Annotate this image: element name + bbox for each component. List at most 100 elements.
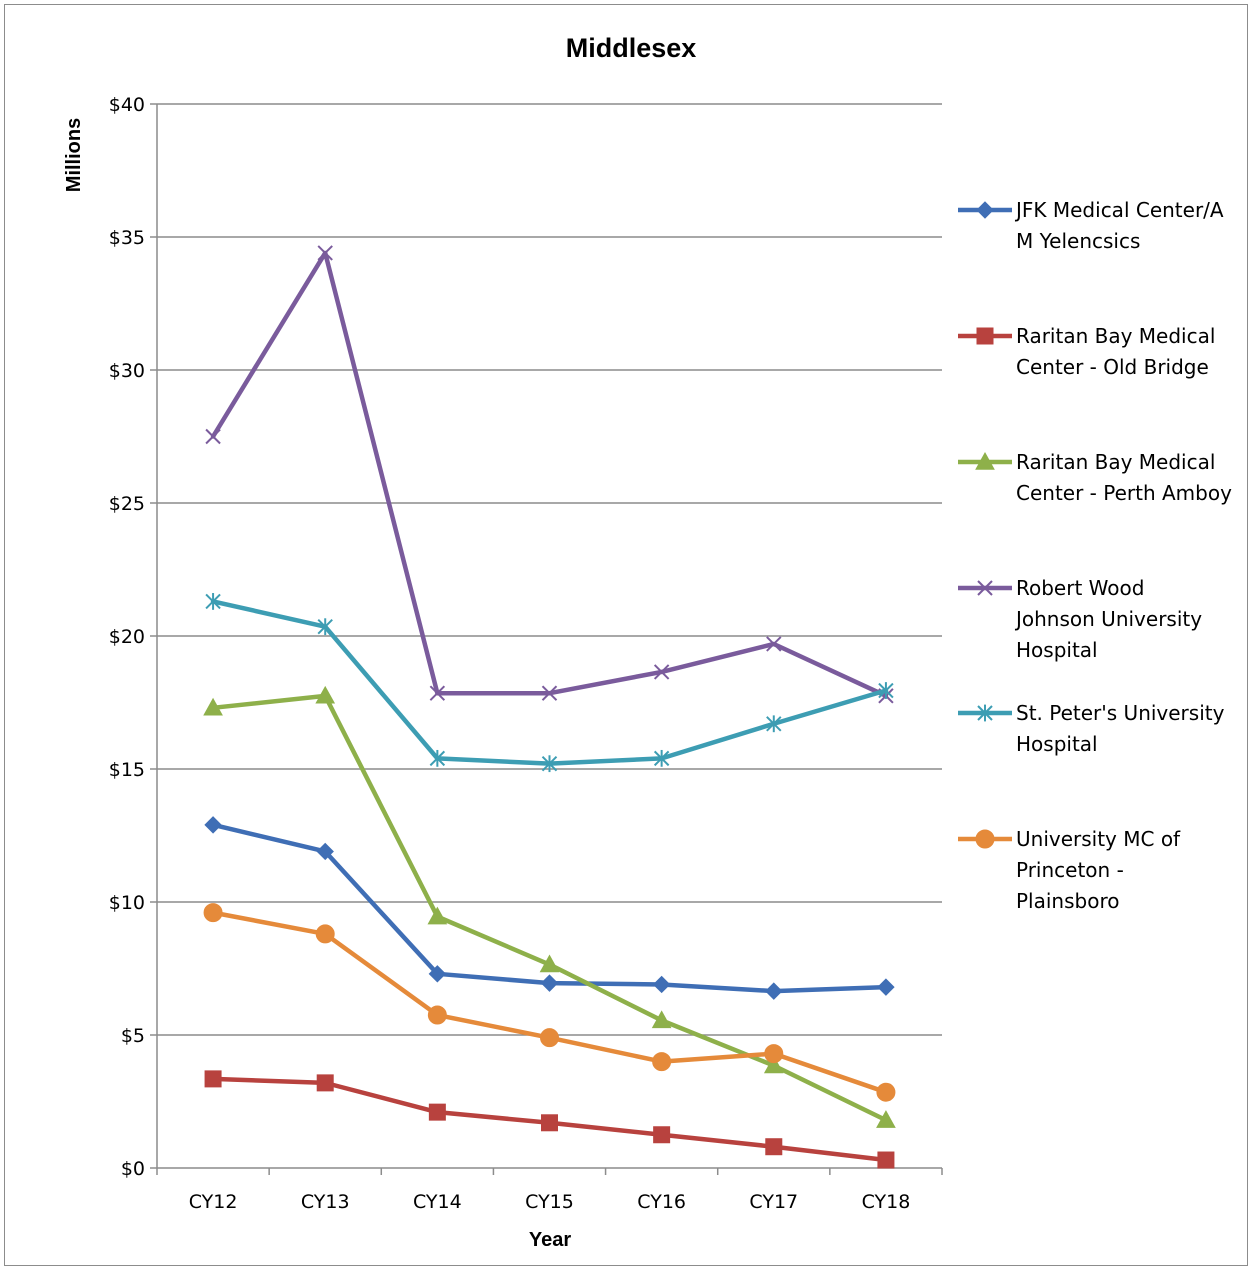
- square-marker: [877, 1151, 895, 1169]
- series-2: [203, 685, 896, 1128]
- legend-label: JFK Medical Center/A: [1014, 198, 1224, 222]
- star-marker: [541, 755, 558, 773]
- legend-label: St. Peter's University: [1016, 701, 1225, 725]
- diamond-marker: [652, 975, 671, 994]
- star-marker: [977, 704, 993, 722]
- y-tick-label: $20: [109, 626, 145, 648]
- x-tick-label: CY18: [862, 1191, 911, 1213]
- legend-label: Raritan Bay Medical: [1016, 450, 1215, 474]
- x-tick-label: CY13: [301, 1191, 350, 1213]
- x-tick-label: CY14: [413, 1191, 462, 1213]
- diamond-marker: [428, 965, 447, 983]
- triangle-marker: [651, 1010, 672, 1029]
- y-tick-label: $30: [109, 360, 145, 382]
- legend-label: Hospital: [1016, 638, 1098, 662]
- triangle-marker: [876, 1110, 896, 1128]
- diamond-marker: [204, 816, 222, 834]
- legend-label: M Yelencsics: [1016, 229, 1140, 253]
- x-tick-label: CY16: [637, 1191, 686, 1213]
- triangle-marker: [539, 954, 560, 973]
- circle-marker: [203, 903, 223, 923]
- series-0: [204, 816, 895, 1000]
- diamond-marker: [976, 201, 994, 219]
- series-3: [205, 245, 894, 704]
- triangle-marker: [315, 685, 336, 704]
- square-marker: [765, 1138, 783, 1156]
- y-tick-label: $5: [121, 1025, 145, 1047]
- circle-marker: [540, 1028, 559, 1048]
- series-4: [205, 593, 894, 773]
- x-marker: [766, 636, 782, 652]
- legend-label: Plainsboro: [1016, 889, 1119, 913]
- series-line: [210, 599, 889, 766]
- x-marker: [317, 245, 333, 261]
- series-line: [210, 910, 889, 1095]
- triangle-marker: [427, 906, 448, 925]
- triangle-marker: [763, 1055, 784, 1074]
- diamond-marker: [540, 974, 559, 992]
- series-1: [204, 1070, 895, 1169]
- y-tick-label: $35: [109, 227, 145, 249]
- legend-entry: University MC of Princeton - Plainsboro: [958, 827, 1181, 913]
- x-tick-label: CY12: [189, 1191, 238, 1213]
- legend-label: Center - Perth Amboy: [1016, 481, 1232, 505]
- y-tick-label: $15: [109, 759, 145, 781]
- square-marker: [541, 1114, 558, 1132]
- triangle-marker: [975, 451, 995, 470]
- x-tick-label: CY17: [749, 1191, 798, 1213]
- y-tick-label: $40: [109, 94, 145, 116]
- axes: [150, 103, 943, 1175]
- star-marker: [653, 749, 670, 767]
- x-marker: [205, 428, 221, 445]
- circle-marker: [315, 924, 335, 944]
- legend-entry: JFK Medical Center/A M Yelencsics: [958, 198, 1224, 253]
- legend-label: Johnson University: [1014, 607, 1202, 631]
- square-marker: [653, 1126, 671, 1144]
- legend-label: Robert Wood: [1016, 576, 1144, 600]
- legend-entry: Raritan Bay Medical Center - Perth Amboy: [958, 450, 1232, 505]
- gridlines: [157, 103, 942, 1036]
- legend-label: Hospital: [1016, 732, 1098, 756]
- triangle-marker: [203, 697, 223, 716]
- x-marker: [977, 580, 993, 596]
- diamond-marker: [765, 982, 783, 1000]
- circle-marker: [975, 829, 995, 849]
- circle-marker: [427, 1005, 447, 1025]
- legend-label: Princeton -: [1016, 858, 1124, 882]
- square-marker: [204, 1070, 222, 1088]
- x-marker: [429, 685, 446, 701]
- square-marker: [976, 327, 994, 345]
- series-group: [203, 245, 896, 1169]
- x-tick-labels: CY12 CY13 CY14 CY15 CY16 CY17 CY18: [189, 1191, 911, 1213]
- star-marker: [317, 618, 333, 636]
- square-marker: [428, 1103, 446, 1121]
- series-5: [203, 903, 896, 1102]
- circle-marker: [764, 1044, 784, 1064]
- star-marker: [205, 593, 221, 610]
- y-tick-label: $0: [121, 1158, 145, 1180]
- star-marker: [766, 715, 782, 733]
- y-axis-title: Millions: [63, 118, 85, 192]
- chart-title: Middlesex: [566, 33, 697, 63]
- series-line: [210, 250, 889, 699]
- x-marker: [653, 664, 670, 680]
- y-tick-label: $10: [109, 892, 145, 914]
- y-tick-label: $25: [109, 493, 145, 515]
- legend: JFK Medical Center/A M Yelencsics Raritan …: [958, 198, 1232, 913]
- x-marker: [541, 685, 558, 701]
- legend-label: University MC of: [1016, 827, 1181, 851]
- diamond-marker: [877, 978, 895, 996]
- diamond-marker: [316, 842, 334, 861]
- y-tick-labels: $0 $5 $10 $15 $20 $25 $30 $35 $40: [109, 94, 145, 1180]
- legend-entry: Robert Wood Johnson University Hospital: [958, 576, 1202, 662]
- legend-entry: Raritan Bay Medical Center - Old Bridge: [958, 324, 1215, 379]
- star-marker: [878, 682, 894, 699]
- x-tick-label: CY15: [525, 1191, 574, 1213]
- circle-marker: [652, 1052, 672, 1072]
- x-axis-title: Year: [529, 1229, 571, 1251]
- legend-label: Raritan Bay Medical: [1016, 324, 1215, 348]
- legend-label: Center - Old Bridge: [1016, 355, 1209, 379]
- circle-marker: [876, 1082, 896, 1102]
- square-marker: [316, 1074, 334, 1092]
